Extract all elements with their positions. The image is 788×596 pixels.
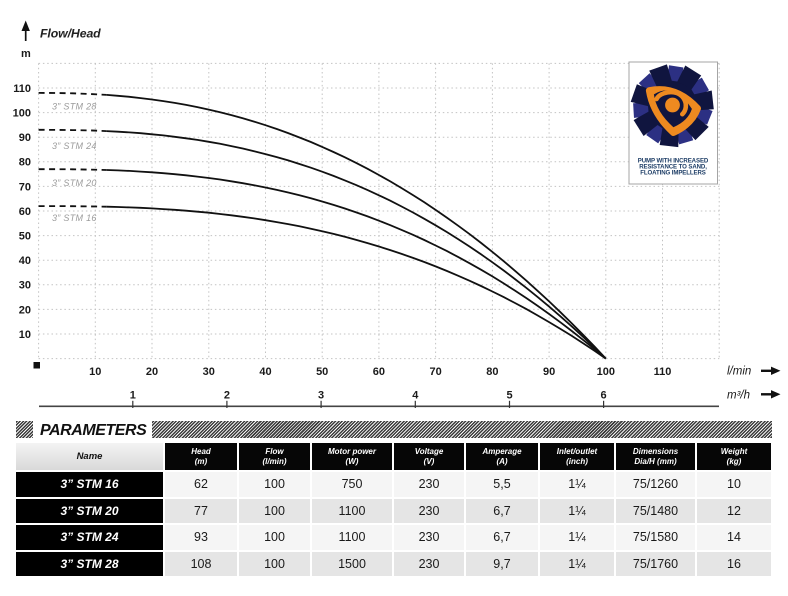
svg-text:50: 50 [316,366,328,378]
svg-text:60: 60 [373,366,385,378]
svg-text:FLOATING IMPELLERS: FLOATING IMPELLERS [640,170,705,177]
svg-text:RESISTANCE TO SAND,: RESISTANCE TO SAND, [639,164,707,171]
svg-text:30: 30 [19,280,31,292]
svg-text:2: 2 [224,390,230,402]
svg-text:90: 90 [543,366,555,378]
svg-text:3” STM 16: 3” STM 16 [52,213,97,223]
svg-text:l/min: l/min [727,366,751,378]
svg-text:50: 50 [19,231,31,243]
svg-text:5: 5 [506,390,512,402]
svg-text:20: 20 [19,304,31,316]
svg-text:m: m [21,48,31,60]
svg-text:60: 60 [19,206,31,218]
svg-text:3” STM 28: 3” STM 28 [52,102,97,112]
svg-text:3” STM 24: 3” STM 24 [52,141,97,151]
svg-text:6: 6 [601,390,607,402]
svg-text:1: 1 [130,390,136,402]
svg-text:10: 10 [19,329,31,341]
svg-text:110: 110 [13,83,31,95]
svg-text:Flow/Head: Flow/Head [40,27,101,41]
svg-text:30: 30 [203,366,215,378]
svg-text:20: 20 [146,366,158,378]
svg-text:m³/h: m³/h [727,389,750,401]
svg-text:10: 10 [89,366,101,378]
svg-text:110: 110 [654,366,672,378]
svg-text:70: 70 [19,181,31,193]
svg-text:3” STM 20: 3” STM 20 [52,178,97,188]
svg-text:90: 90 [19,132,31,144]
svg-text:100: 100 [597,366,615,378]
svg-text:40: 40 [259,366,271,378]
svg-text:80: 80 [486,366,498,378]
svg-text:100: 100 [13,108,31,120]
svg-text:4: 4 [412,390,419,402]
svg-text:PUMP WITH INCREASED: PUMP WITH INCREASED [638,157,709,164]
svg-text:40: 40 [19,255,31,267]
svg-text:80: 80 [19,157,31,169]
svg-text:3: 3 [318,390,324,402]
svg-text:70: 70 [429,366,441,378]
